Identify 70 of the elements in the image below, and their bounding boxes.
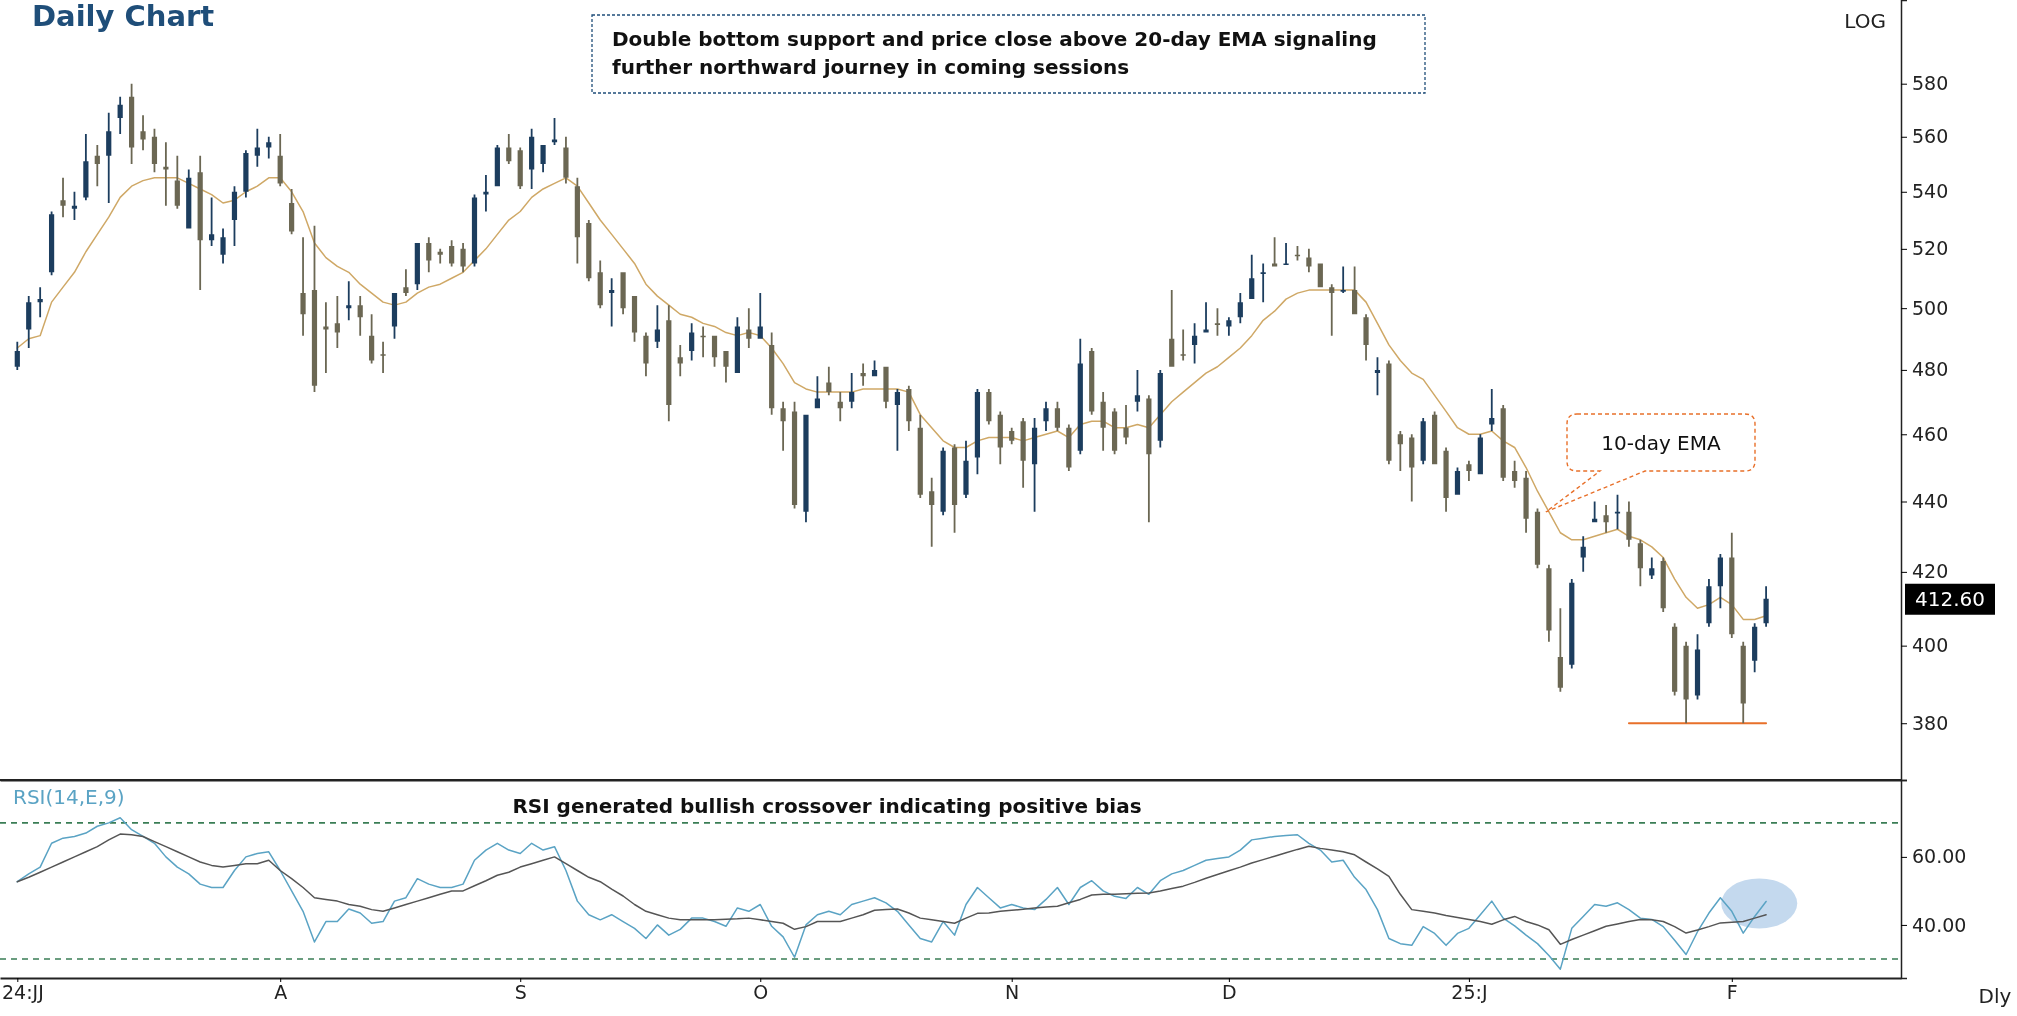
candlestick	[346, 281, 352, 321]
y-tick-label: 420	[1912, 560, 1949, 583]
candlestick	[1466, 460, 1472, 482]
y-tick-label: 60.00	[1912, 845, 1967, 868]
candlestick	[860, 363, 866, 386]
candlestick	[723, 351, 729, 383]
x-tick-label: 25:J	[1451, 981, 1488, 1004]
candlestick	[1603, 504, 1609, 533]
y-tick-label: 480	[1912, 358, 1949, 381]
candlestick	[140, 115, 146, 151]
y-tick-label: 500	[1912, 296, 1949, 319]
y-tick-label: 380	[1912, 711, 1949, 734]
candlestick	[1329, 284, 1335, 336]
candlestick	[1123, 404, 1129, 445]
x-tick-label: S	[514, 981, 527, 1004]
candlestick	[334, 296, 340, 349]
y-tick-label: 400	[1912, 634, 1949, 657]
candlestick	[1340, 266, 1346, 294]
candlestick	[163, 142, 169, 206]
candlestick	[1489, 388, 1495, 431]
candlestick	[1180, 329, 1186, 361]
candlestick	[929, 477, 935, 547]
text: 412.60	[1915, 586, 1985, 611]
y-tick-label: 540	[1912, 180, 1949, 203]
candlestick	[37, 287, 43, 318]
candlestick	[963, 440, 969, 499]
y-tick-label: 580	[1912, 72, 1949, 95]
candlestick	[757, 293, 763, 339]
candlestick	[1283, 243, 1289, 266]
candlestick	[380, 341, 386, 374]
y-tick-label: 520	[1912, 237, 1949, 260]
candlestick	[483, 175, 489, 212]
chart-title: Daily Chart	[32, 0, 215, 33]
candlestick	[677, 344, 683, 377]
candlestick	[1203, 302, 1209, 333]
candlestick	[323, 302, 329, 374]
x-tick-label: 24:JJ	[2, 981, 44, 1004]
candlestick	[700, 326, 706, 358]
x-tick-label: F	[1726, 981, 1738, 1004]
candlestick	[1363, 314, 1369, 361]
candlestick	[94, 144, 100, 187]
candlestick	[254, 128, 260, 167]
candlestick	[746, 308, 752, 349]
candlestick	[220, 228, 226, 264]
text: Dly	[1978, 984, 2012, 1008]
line-series	[16, 817, 1767, 970]
annotation: RSI generated bullish crossover indicating positive bias	[512, 794, 1142, 818]
x-tick-label: O	[753, 981, 769, 1004]
annotation: Double bottom support and price close above 20-day EMA signaling further northward journey in coming sessions	[612, 27, 1377, 79]
y-tick-label: 40.00	[1912, 913, 1967, 936]
candlestick	[266, 136, 272, 159]
candlestick	[300, 237, 306, 336]
x-tick-label: A	[274, 981, 288, 1004]
y-tick-label: 560	[1912, 125, 1949, 148]
candlestick	[60, 177, 66, 218]
x-tick-label: N	[1005, 981, 1020, 1004]
y-tick-label: 440	[1912, 490, 1949, 513]
series-label: RSI(14,E,9)	[13, 785, 125, 809]
candlestick	[209, 197, 215, 246]
candlestick	[1043, 401, 1049, 431]
x-tick-label: D	[1222, 981, 1237, 1004]
candlestick	[609, 278, 615, 327]
annotation: 10-day EMA	[1601, 431, 1722, 455]
y-tick-label: 460	[1912, 422, 1949, 445]
candlestick	[1272, 237, 1278, 267]
text: LOG	[1844, 9, 1886, 33]
candlestick	[403, 269, 409, 297]
candlestick	[437, 248, 443, 264]
candlestick	[1260, 263, 1266, 303]
line-series	[16, 833, 1767, 946]
